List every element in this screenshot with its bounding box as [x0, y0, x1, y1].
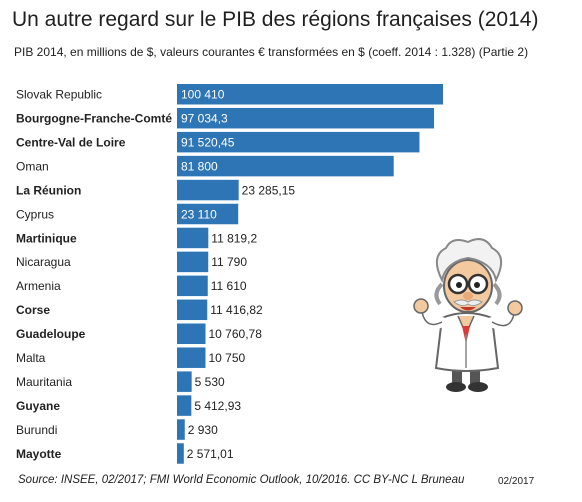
category-label: Guadeloupe	[16, 327, 86, 341]
value-label: 5 530	[195, 375, 225, 389]
bar	[177, 395, 192, 416]
value-label: 100 410	[181, 88, 225, 102]
category-label: Slovak Republic	[16, 88, 102, 102]
value-label: 2 571,01	[187, 447, 234, 461]
category-label: Martinique	[16, 231, 77, 245]
bar	[177, 299, 208, 321]
value-label: 11 416,82	[210, 303, 263, 317]
category-label: Mayotte	[16, 447, 62, 461]
category-label: Nicaragua	[16, 255, 71, 269]
bar	[177, 275, 208, 297]
bar	[177, 323, 206, 344]
chart-title: Un autre regard sur le PIB des régions f…	[12, 8, 539, 31]
value-label: 23 285,15	[242, 183, 296, 197]
bar	[177, 227, 209, 249]
category-label: Bourgogne-Franche-Comté	[16, 112, 172, 126]
category-label: Centre-Val de Loire	[16, 135, 126, 149]
value-label: 97 034,3	[181, 112, 228, 126]
bar	[177, 179, 239, 201]
bar	[177, 107, 435, 129]
category-label: La Réunion	[16, 183, 81, 197]
date-note: 02/2017	[498, 476, 535, 487]
category-label: Burundi	[16, 423, 57, 437]
value-label: 11 790	[211, 255, 247, 269]
bar	[177, 347, 206, 368]
professor-mascot-icon	[413, 238, 523, 392]
source-note: Source: INSEE, 02/2017; FMI World Econom…	[18, 474, 465, 486]
chart-subtitle: PIB 2014, en millions de $, valeurs cour…	[14, 45, 529, 59]
bar	[177, 84, 443, 105]
value-label: 11 819,2	[211, 231, 257, 245]
category-label: Malta	[16, 351, 46, 365]
value-label: 91 520,45	[181, 135, 235, 149]
value-label: 5 412,93	[194, 399, 241, 413]
category-label: Oman	[16, 159, 49, 173]
bar	[177, 251, 209, 273]
bar	[177, 443, 184, 464]
category-label: Corse	[16, 303, 50, 317]
value-label: 11 610	[211, 279, 247, 293]
category-label: Cyprus	[16, 207, 54, 221]
value-label: 81 800	[181, 159, 218, 173]
category-label: Armenia	[16, 279, 61, 293]
bar	[177, 419, 185, 440]
category-label: Guyane	[16, 399, 60, 413]
value-label: 2 930	[188, 423, 218, 437]
value-label: 10 760,78	[209, 327, 263, 341]
value-label: 23 110	[181, 207, 217, 221]
bar	[177, 155, 394, 177]
category-label: Mauritania	[16, 375, 72, 389]
bar	[177, 371, 192, 392]
value-label: 10 750	[208, 351, 245, 365]
bar	[177, 131, 420, 153]
bar	[177, 203, 239, 225]
